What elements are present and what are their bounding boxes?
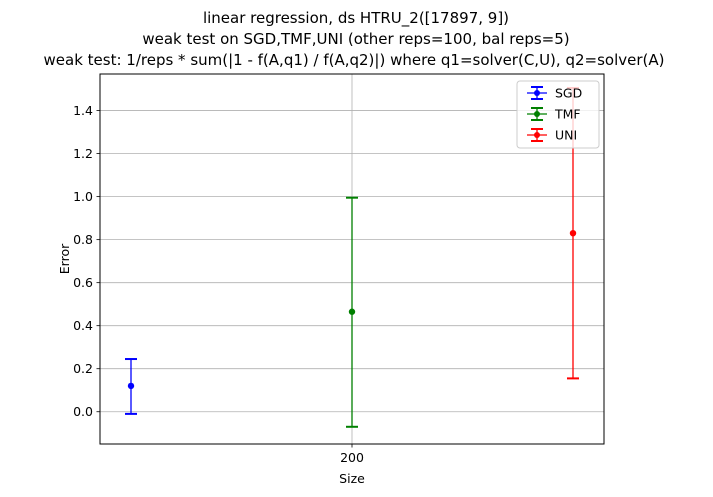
chart-title-line-2: weak test on SGD,TMF,UNI (other reps=100…: [142, 30, 569, 48]
chart-title-line-1: linear regression, ds HTRU_2([17897, 9]): [203, 9, 509, 28]
y-tick-label: 1.0: [73, 189, 93, 204]
sgd-legend-label: SGD: [555, 86, 582, 101]
y-axis-label: Error: [57, 243, 72, 274]
uni-legend-marker: [534, 132, 540, 138]
uni-legend-label: UNI: [555, 128, 577, 143]
tmf-mean-point: [348, 308, 356, 315]
series-layer: [125, 86, 579, 428]
x-axis-label: Size: [339, 471, 365, 486]
y-tick-label: 0.2: [73, 361, 93, 376]
y-axis-ticks: 0.0 0.2 0.4 0.6 0.8 1.0 1.2 1.4: [73, 103, 100, 419]
tmf-legend-label: TMF: [554, 107, 581, 122]
y-tick-label: 0.6: [73, 275, 93, 290]
y-tick-label: 0.0: [73, 404, 93, 419]
series-tmf: [346, 196, 358, 428]
legend: SGD TMF UNI: [516, 80, 600, 149]
tmf-legend-marker: [534, 111, 540, 117]
series-sgd: [125, 358, 137, 415]
sgd-legend-marker: [534, 90, 540, 96]
y-tick-label: 0.4: [73, 318, 93, 333]
legend-entry-sgd: SGD: [527, 86, 582, 101]
sgd-mean-point: [127, 382, 135, 390]
plot-area: 0.0 0.2 0.4 0.6 0.8 1.0 1.2 1.4 200: [73, 73, 605, 465]
legend-entry-uni: UNI: [527, 128, 577, 143]
x-axis-ticks: 200: [340, 444, 364, 465]
y-tick-label: 1.2: [73, 146, 93, 161]
x-tick-label: 200: [340, 450, 364, 465]
chart-title-line-3: weak test: 1/reps * sum(|1 - f(A,q1) / f…: [44, 51, 665, 69]
legend-entry-tmf: TMF: [527, 107, 581, 122]
y-tick-label: 0.8: [73, 232, 93, 247]
y-tick-label: 1.4: [73, 103, 93, 118]
uni-mean-point: [569, 229, 577, 237]
